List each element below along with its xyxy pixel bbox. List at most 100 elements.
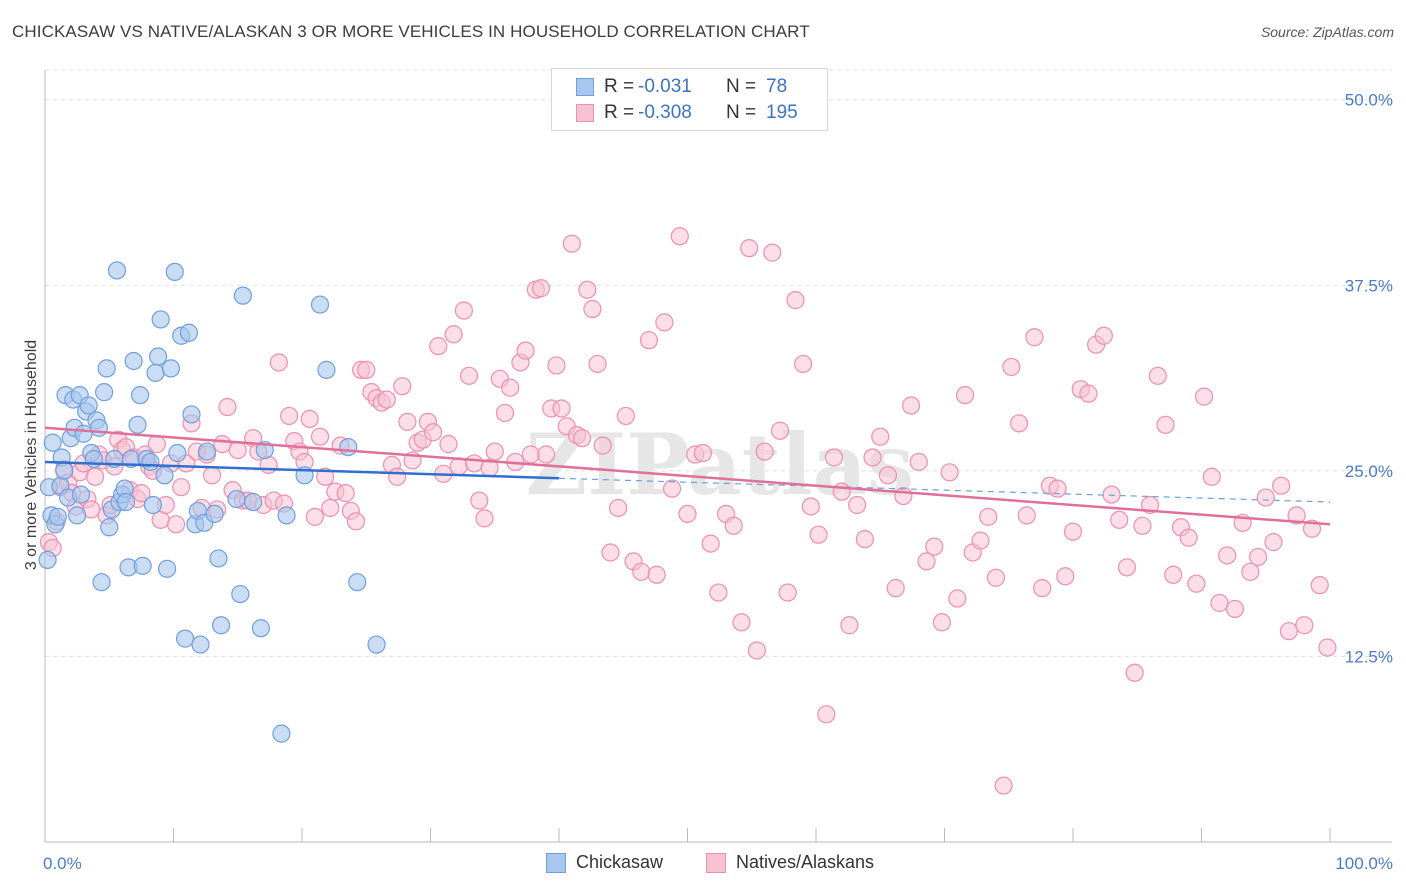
bottom-legend-label: Chickasaw <box>576 852 664 872</box>
bottom-legend-natives: Natives/Alaskans <box>706 852 874 873</box>
point-natives-alaskans <box>709 583 728 602</box>
point-natives-alaskans <box>609 498 628 518</box>
legend-r-value: -0.308 <box>638 102 692 123</box>
point-natives-alaskans <box>495 403 515 423</box>
y-tick-label: 12.5% <box>1345 647 1393 666</box>
point-natives-alaskans <box>387 467 407 486</box>
point-natives-alaskans <box>1125 663 1144 682</box>
point-chickasaw <box>128 415 147 434</box>
point-natives-alaskans <box>894 486 913 506</box>
legend-r-value: -0.031 <box>638 76 692 97</box>
series-chickasaw <box>38 261 386 743</box>
point-natives-alaskans <box>269 353 288 372</box>
x-tick-label: 100.0% <box>1335 854 1393 873</box>
point-chickasaw <box>191 635 210 654</box>
point-natives-alaskans <box>310 427 330 446</box>
legend-n-label: N = <box>726 102 757 123</box>
point-natives-alaskans <box>855 530 874 549</box>
point-natives-alaskans <box>632 562 651 581</box>
point-chickasaw <box>367 635 386 654</box>
point-natives-alaskans <box>1033 579 1052 598</box>
point-chickasaw <box>79 396 98 415</box>
point-natives-alaskans <box>552 399 571 418</box>
point-natives-alaskans <box>459 366 479 385</box>
point-natives-alaskans <box>763 243 782 262</box>
point-natives-alaskans <box>346 512 366 531</box>
legend-swatch-blue <box>576 78 594 96</box>
point-natives-alaskans <box>398 412 417 431</box>
point-natives-alaskans <box>1210 593 1229 613</box>
trend-lines <box>44 426 1331 526</box>
point-natives-alaskans <box>357 360 376 379</box>
point-natives-alaskans <box>1164 565 1183 584</box>
point-natives-alaskans <box>1148 366 1167 385</box>
point-chickasaw <box>179 323 199 342</box>
point-natives-alaskans <box>1225 599 1245 619</box>
point-natives-alaskans <box>166 515 186 534</box>
y-tick-label: 50.0% <box>1345 91 1393 110</box>
point-natives-alaskans <box>485 442 504 461</box>
trend-line-natives-alaskans <box>44 426 1331 526</box>
point-natives-alaskans <box>429 337 448 356</box>
point-natives-alaskans <box>932 613 952 632</box>
point-chickasaw <box>209 549 228 568</box>
point-natives-alaskans <box>316 467 335 486</box>
point-chickasaw <box>161 359 181 378</box>
point-natives-alaskans <box>948 589 967 608</box>
point-natives-alaskans <box>1256 488 1275 507</box>
point-natives-alaskans <box>516 341 535 360</box>
point-natives-alaskans <box>1102 485 1121 504</box>
point-natives-alaskans <box>1318 638 1337 657</box>
point-natives-alaskans <box>562 234 581 253</box>
point-chickasaw <box>141 452 160 472</box>
point-natives-alaskans <box>747 641 766 660</box>
point-natives-alaskans <box>583 299 602 319</box>
y-tick-label: 25.0% <box>1345 462 1393 481</box>
point-chickasaw <box>168 443 187 463</box>
point-chickasaw <box>148 347 168 366</box>
point-natives-alaskans <box>678 504 697 524</box>
point-natives-alaskans <box>994 776 1013 795</box>
point-chickasaw <box>277 506 296 525</box>
point-natives-alaskans <box>300 409 319 428</box>
point-natives-alaskans <box>1110 510 1129 529</box>
point-natives-alaskans <box>521 445 540 464</box>
point-chickasaw <box>157 559 177 578</box>
tick-labels: 12.5% 25.0% 37.5% 50.0% 0.0% 100.0% <box>43 91 1393 873</box>
point-natives-alaskans <box>218 397 237 417</box>
series-natives-alaskans <box>39 227 1337 795</box>
chart-title: CHICKASAW VS NATIVE/ALASKAN 3 OR MORE VE… <box>12 22 810 41</box>
point-natives-alaskans <box>132 484 151 503</box>
point-chickasaw <box>205 504 224 524</box>
point-chickasaw <box>124 351 143 371</box>
bottom-legend-label: Natives/Alaskans <box>736 852 875 872</box>
point-chickasaw <box>143 495 163 515</box>
point-chickasaw <box>251 619 270 638</box>
point-natives-alaskans <box>1241 562 1260 581</box>
point-chickasaw <box>175 629 195 648</box>
point-natives-alaskans <box>1310 576 1329 595</box>
point-natives-alaskans <box>755 442 774 461</box>
point-chickasaw <box>233 286 252 305</box>
legend-row-chickasaw: R = -0.031 N = 78 <box>576 75 787 99</box>
point-chickasaw <box>74 424 93 443</box>
point-natives-alaskans <box>531 279 551 298</box>
point-natives-alaskans <box>280 406 299 426</box>
point-natives-alaskans <box>724 516 743 535</box>
point-natives-alaskans <box>593 436 612 455</box>
point-natives-alaskans <box>801 497 820 516</box>
point-natives-alaskans <box>202 466 222 485</box>
point-natives-alaskans <box>940 463 959 482</box>
point-natives-alaskans <box>393 377 412 396</box>
point-natives-alaskans <box>1002 357 1021 377</box>
point-chickasaw <box>211 616 231 635</box>
point-natives-alaskans <box>537 445 556 464</box>
point-chickasaw <box>95 383 114 402</box>
point-natives-alaskans <box>1156 415 1175 434</box>
point-natives-alaskans <box>655 313 674 332</box>
point-chickasaw <box>197 442 217 461</box>
chart-source: Source: ZipAtlas.com <box>1260 24 1394 40</box>
point-natives-alaskans <box>1279 622 1298 641</box>
legend-n-label: N = <box>726 76 757 97</box>
point-natives-alaskans <box>1295 616 1314 635</box>
